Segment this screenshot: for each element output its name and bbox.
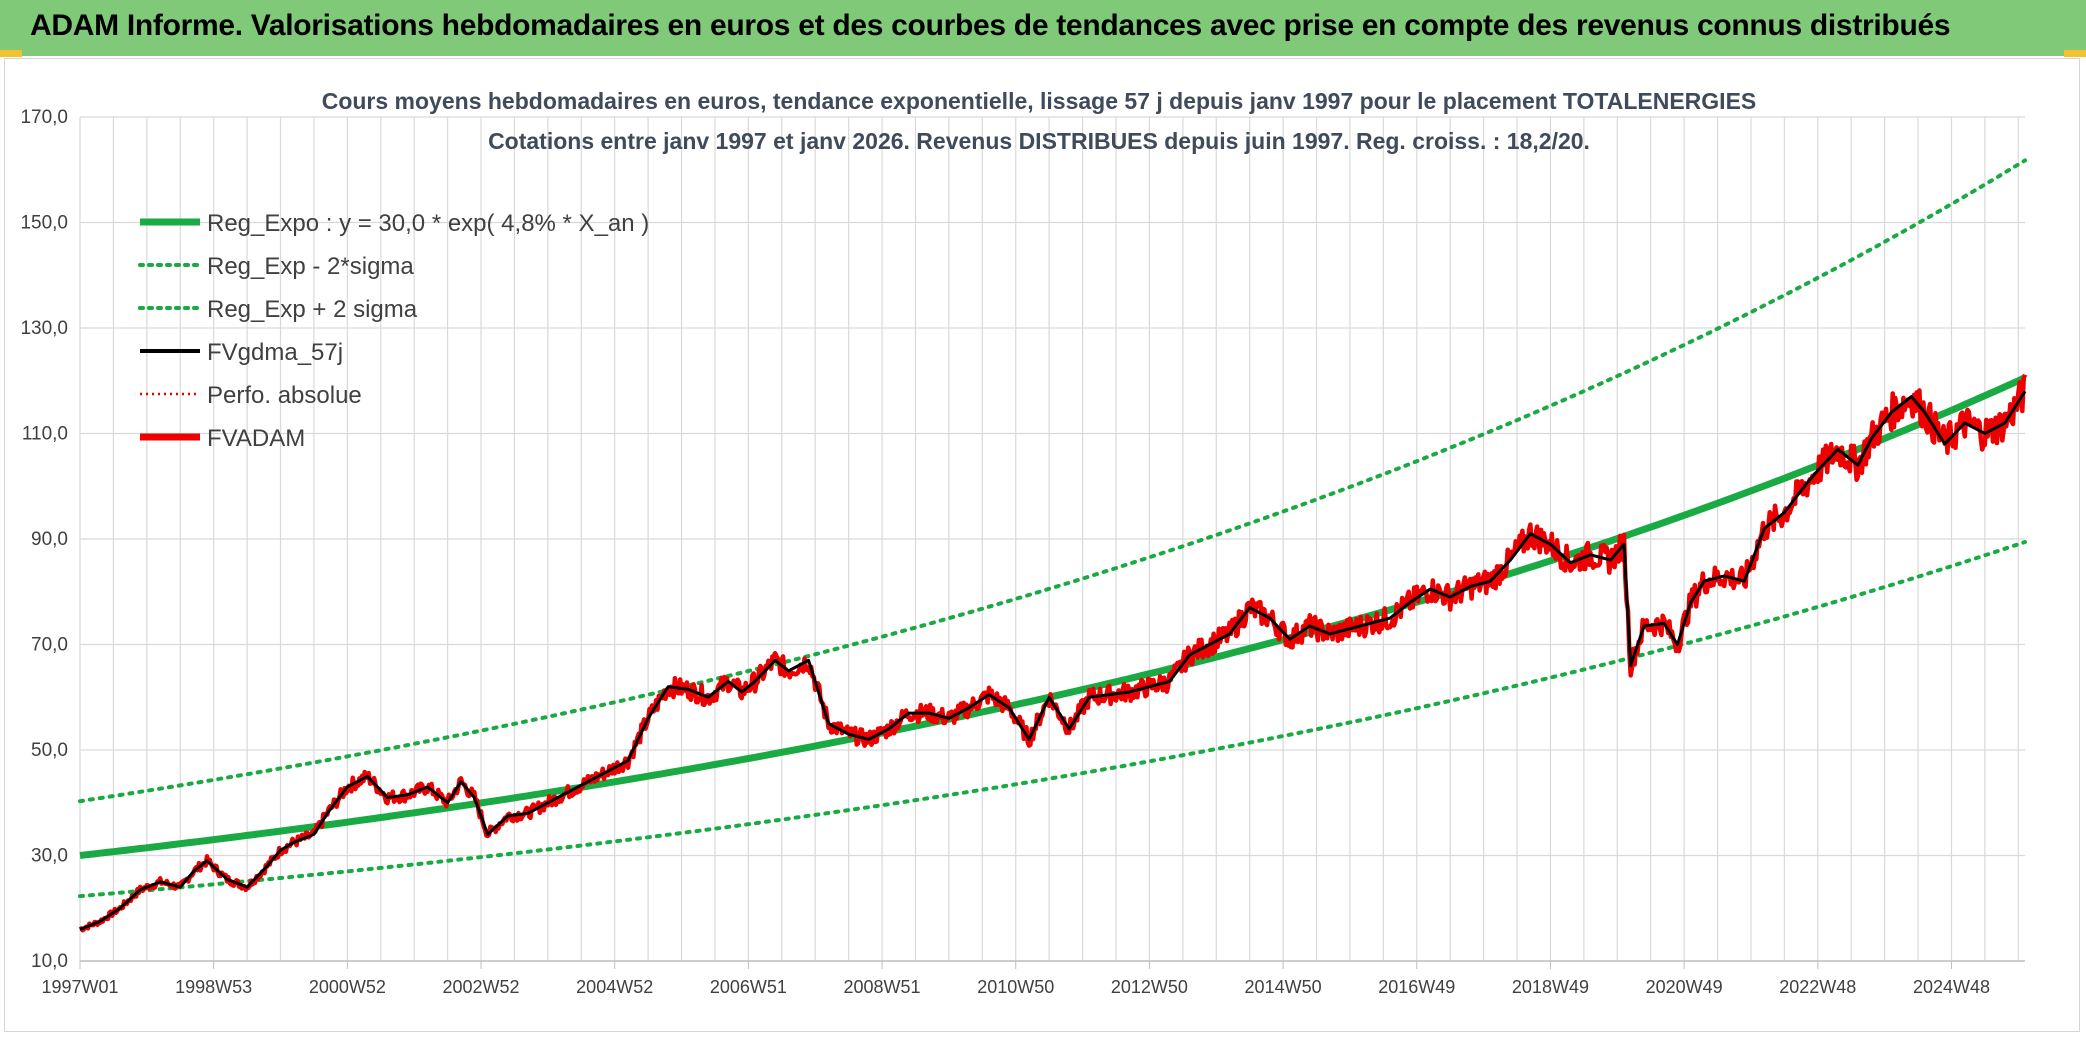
series-fvadam <box>78 373 2028 933</box>
y-tick-label: 110,0 <box>22 424 68 445</box>
series <box>78 158 2028 933</box>
x-tick-label: 2006W51 <box>710 977 787 997</box>
x-tick-label: 2016W49 <box>1378 977 1455 997</box>
legend-label: FVADAM <box>207 425 305 452</box>
chart-area: Cours moyens hebdomadaires en euros, ten… <box>4 58 2080 1032</box>
x-tick-label: 2018W49 <box>1512 977 1589 997</box>
y-tick-label: 170,0 <box>20 107 68 128</box>
y-tick-label: 150,0 <box>20 213 68 234</box>
title-bar: ADAM Informe. Valorisations hebdomadaire… <box>0 0 2086 57</box>
y-tick-label: 130,0 <box>20 318 68 339</box>
legend: Reg_Expo : y = 30,0 * exp( 4,8% * X_an )… <box>138 210 649 452</box>
y-tick-label: 70,0 <box>31 635 68 656</box>
title-bar-accent-right <box>2064 50 2086 57</box>
title-bar-accent-left <box>0 50 22 57</box>
legend-label: FVgdma_57j <box>207 339 343 366</box>
chart-title: Cours moyens hebdomadaires en euros, ten… <box>322 88 1757 114</box>
y-tick-label: 30,0 <box>31 846 68 867</box>
legend-label: Reg_Expo : y = 30,0 * exp( 4,8% * X_an ) <box>207 210 649 237</box>
x-tick-label: 2004W52 <box>576 977 653 997</box>
x-tick-label: 2024W48 <box>1913 977 1990 997</box>
x-tick-label: 2010W50 <box>977 977 1054 997</box>
y-tick-label: 90,0 <box>31 529 68 550</box>
legend-label: Reg_Exp + 2 sigma <box>207 296 418 323</box>
legend-label: Perfo. absolue <box>207 382 362 409</box>
x-tick-label: 2000W52 <box>309 977 386 997</box>
chart-subtitle: Cotations entre janv 1997 et janv 2026. … <box>488 128 1590 154</box>
x-tick-label: 2014W50 <box>1245 977 1322 997</box>
legend-label: Reg_Exp - 2*sigma <box>207 253 414 280</box>
x-tick-label: 2012W50 <box>1111 977 1188 997</box>
grid <box>79 116 2025 962</box>
x-tick-label: 2002W52 <box>442 977 519 997</box>
x-tick-label: 2008W51 <box>844 977 921 997</box>
y-tick-label: 50,0 <box>31 740 68 761</box>
x-tick-label: 2022W48 <box>1779 977 1856 997</box>
series-fvgdma-57j <box>79 390 2027 931</box>
page-title: ADAM Informe. Valorisations hebdomadaire… <box>30 9 1951 42</box>
x-tick-label: 1998W53 <box>175 977 252 997</box>
y-tick-label: 10,0 <box>31 951 68 972</box>
series-reg-exp-minus-2sigma <box>78 540 2027 899</box>
x-tick-label: 1997W01 <box>41 977 118 997</box>
axes: 10,0 30,0 50,0 70,0 90,0 110,0 130,0 150,0 170,0… <box>20 107 2025 997</box>
series-reg-exp-plus-2sigma <box>78 158 2027 804</box>
chart-svg: Cours moyens hebdomadaires en euros, ten… <box>20 88 2028 997</box>
x-tick-label: 2020W49 <box>1646 977 1723 997</box>
